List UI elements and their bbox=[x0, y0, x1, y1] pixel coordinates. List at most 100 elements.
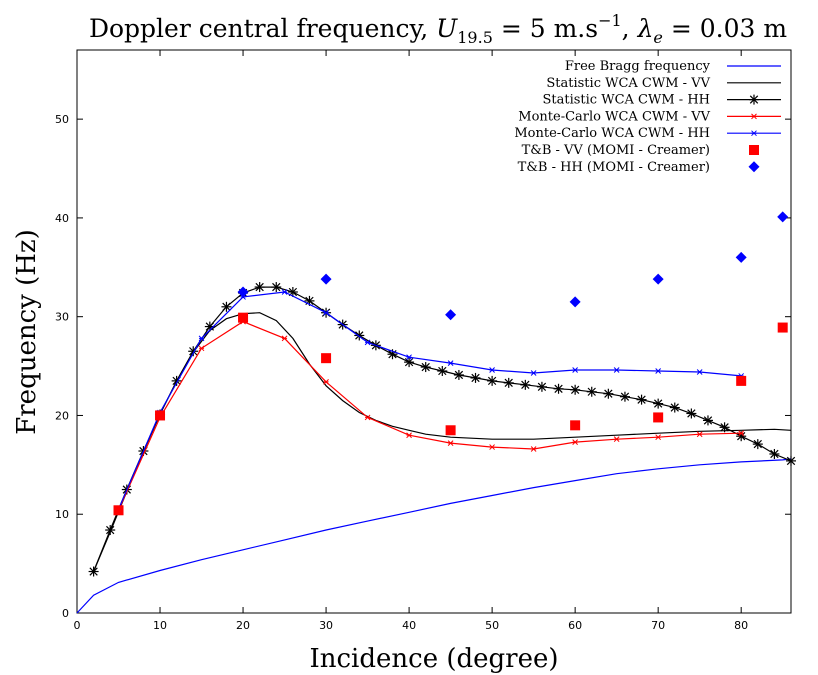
data-point-square bbox=[155, 410, 166, 421]
data-point-x bbox=[530, 446, 537, 452]
data-point-asterisk bbox=[653, 398, 664, 409]
data-point-x bbox=[281, 289, 288, 295]
data-point-x bbox=[447, 440, 454, 446]
axis-ticks: 0 10 20 30 40 50 60 70 80 0 10 20 30 40 50 bbox=[55, 50, 791, 632]
data-point-x bbox=[364, 339, 371, 346]
x-axis-label: Incidence (degree) bbox=[309, 644, 558, 674]
data-point-asterisk bbox=[221, 301, 232, 312]
series-2 bbox=[88, 282, 796, 577]
series-line bbox=[93, 286, 792, 572]
data-point-diamond bbox=[569, 296, 581, 308]
data-point-square bbox=[238, 312, 249, 323]
data-point-x bbox=[198, 345, 205, 352]
data-point-asterisk bbox=[254, 282, 265, 293]
data-point-x bbox=[572, 367, 578, 373]
data-point-asterisk bbox=[570, 384, 581, 395]
data-point-asterisk bbox=[536, 381, 547, 392]
data-point-asterisk bbox=[619, 391, 630, 402]
data-point-x bbox=[406, 432, 412, 439]
y-tick-label: 40 bbox=[55, 212, 69, 225]
plot-area bbox=[76, 49, 792, 614]
data-point-asterisk bbox=[752, 439, 763, 450]
chart-title: Doppler central frequency, U19.5 = 5 m.s… bbox=[89, 11, 787, 47]
data-point-x bbox=[738, 430, 745, 437]
data-point-x bbox=[751, 113, 757, 120]
x-tick-label: 30 bbox=[319, 619, 333, 632]
series-5 bbox=[113, 312, 788, 516]
data-point-x bbox=[655, 434, 662, 441]
data-point-diamond bbox=[320, 273, 332, 285]
series-0 bbox=[76, 458, 792, 614]
legend-entry-label: Monte-Carlo WCA CWM - VV bbox=[518, 109, 710, 124]
x-tick-label: 10 bbox=[153, 619, 167, 632]
legend-entry-label: Monte-Carlo WCA CWM - HH bbox=[514, 126, 710, 141]
x-tick-label: 80 bbox=[734, 619, 748, 632]
y-axis-label: Frequency (Hz) bbox=[12, 229, 42, 435]
legend: Free Bragg frequency Statistic WCA CWM - … bbox=[514, 59, 781, 175]
data-point-square bbox=[570, 420, 581, 431]
data-point-square bbox=[321, 353, 332, 364]
y-tick-label: 20 bbox=[55, 409, 69, 422]
x-tick-label: 20 bbox=[236, 619, 250, 632]
data-point-x bbox=[655, 368, 662, 374]
data-point-asterisk bbox=[553, 383, 564, 394]
data-point-x bbox=[489, 444, 495, 450]
x-tick-label: 40 bbox=[402, 619, 416, 632]
data-point-x bbox=[751, 130, 757, 137]
data-point-x bbox=[447, 360, 454, 366]
data-point-x bbox=[281, 335, 288, 342]
data-point-diamond bbox=[237, 286, 249, 298]
data-point-square bbox=[777, 322, 788, 333]
data-point-asterisk bbox=[636, 394, 647, 405]
y-tick-label: 30 bbox=[55, 311, 69, 324]
data-point-asterisk bbox=[520, 379, 531, 390]
data-point-x bbox=[198, 335, 205, 342]
legend-entry-label: Statistic WCA CWM - HH bbox=[542, 93, 710, 108]
data-point-asterisk bbox=[437, 366, 448, 377]
series-6 bbox=[237, 211, 789, 321]
data-point-x bbox=[364, 414, 371, 421]
data-point-square bbox=[445, 425, 456, 436]
series-line bbox=[117, 291, 742, 510]
data-point-asterisk bbox=[719, 422, 730, 433]
data-point-asterisk bbox=[487, 375, 498, 386]
data-point-asterisk bbox=[453, 369, 464, 380]
data-point-diamond bbox=[445, 309, 457, 321]
data-point-x bbox=[406, 354, 412, 361]
data-point-x bbox=[323, 309, 329, 316]
data-point-asterisk bbox=[769, 448, 780, 459]
data-point-square bbox=[653, 412, 664, 423]
data-point-x bbox=[696, 431, 703, 438]
data-point-asterisk bbox=[503, 377, 514, 388]
data-point-x bbox=[572, 439, 578, 445]
data-point-asterisk bbox=[702, 415, 713, 426]
data-point-diamond bbox=[748, 161, 760, 173]
series-line bbox=[76, 458, 792, 614]
y-tick-label: 50 bbox=[55, 113, 69, 126]
data-point-x bbox=[613, 367, 620, 373]
data-point-asterisk bbox=[586, 386, 597, 397]
x-tick-label: 70 bbox=[651, 619, 665, 632]
data-point-asterisk bbox=[420, 362, 431, 373]
data-point-x bbox=[323, 379, 329, 385]
legend-entry-label: T&B - VV (MOMI - Creamer) bbox=[522, 143, 710, 158]
data-point-x bbox=[489, 367, 495, 373]
x-tick-label: 50 bbox=[485, 619, 499, 632]
data-point-square bbox=[749, 145, 759, 155]
legend-entry-label: Free Bragg frequency bbox=[565, 59, 711, 74]
series-line bbox=[117, 320, 742, 511]
data-point-x bbox=[696, 369, 703, 375]
data-point-square bbox=[736, 375, 747, 386]
legend-entry-label: T&B - HH (MOMI - Creamer) bbox=[518, 160, 710, 175]
data-point-asterisk bbox=[686, 408, 697, 419]
data-point-diamond bbox=[777, 211, 789, 223]
y-tick-label: 0 bbox=[62, 607, 69, 620]
data-point-x bbox=[530, 370, 537, 376]
data-point-diamond bbox=[652, 273, 664, 285]
data-point-square bbox=[113, 505, 124, 516]
y-tick-label: 10 bbox=[55, 508, 69, 521]
data-point-diamond bbox=[735, 251, 747, 263]
data-point-asterisk bbox=[786, 455, 796, 466]
data-point-asterisk bbox=[669, 402, 680, 413]
x-tick-label: 60 bbox=[568, 619, 582, 632]
